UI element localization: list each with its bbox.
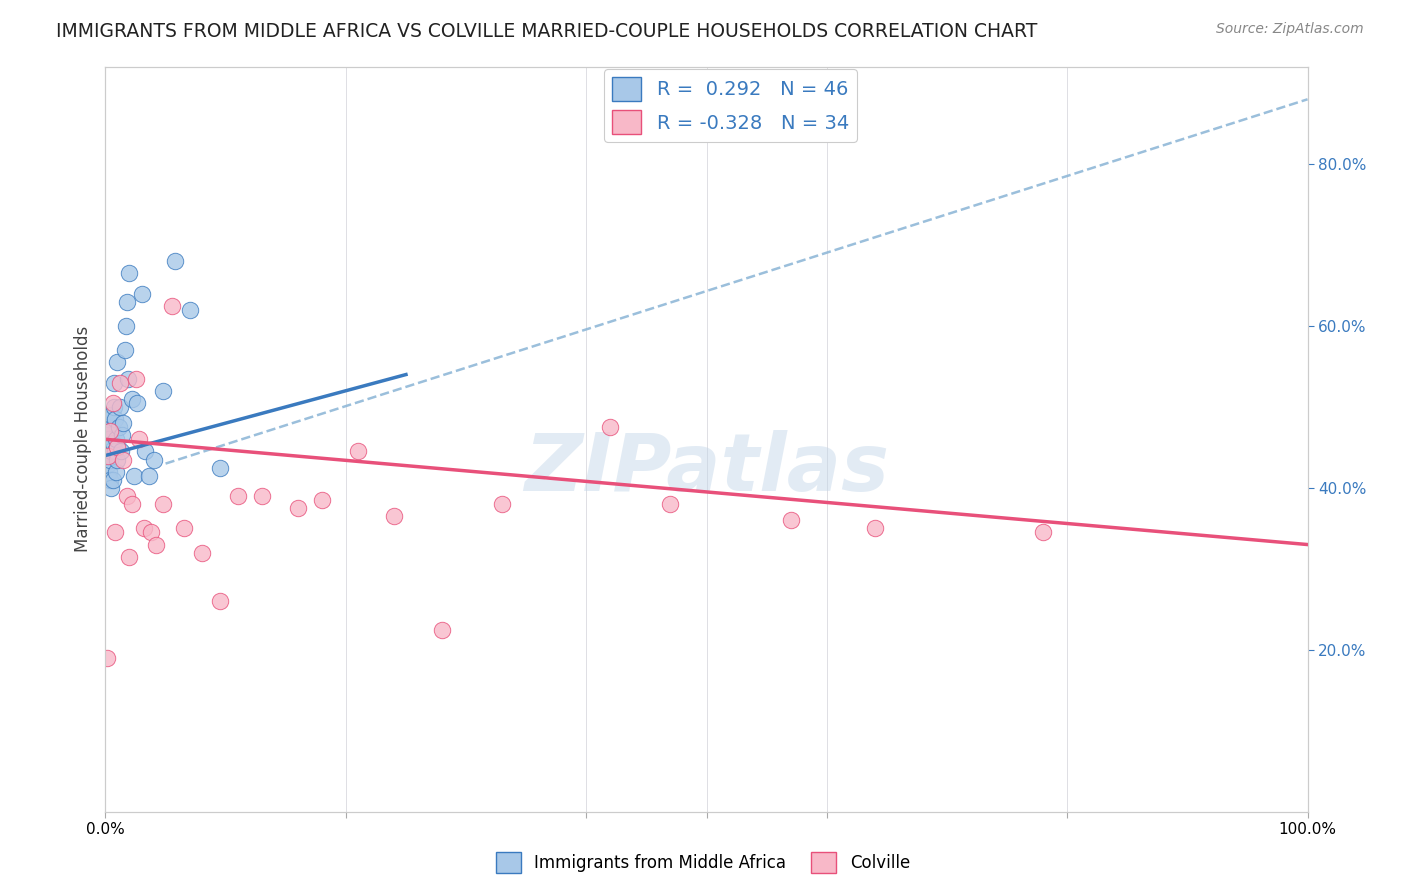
Text: Source: ZipAtlas.com: Source: ZipAtlas.com <box>1216 22 1364 37</box>
Point <box>107 452 129 467</box>
Point <box>121 497 143 511</box>
Point <box>103 376 125 390</box>
Point <box>117 371 139 385</box>
Point <box>112 416 135 430</box>
Legend: Immigrants from Middle Africa, Colville: Immigrants from Middle Africa, Colville <box>489 846 917 880</box>
Point <box>112 452 135 467</box>
Point <box>97 457 120 471</box>
Legend: R =  0.292   N = 46, R = -0.328   N = 34: R = 0.292 N = 46, R = -0.328 N = 34 <box>605 70 856 142</box>
Point <box>111 428 134 442</box>
Point <box>142 452 165 467</box>
Point <box>96 444 118 458</box>
Point <box>145 537 167 551</box>
Point <box>430 623 453 637</box>
Point <box>97 433 120 447</box>
Point <box>98 433 121 447</box>
Point <box>104 525 127 540</box>
Point <box>599 420 621 434</box>
Point <box>98 412 121 426</box>
Point <box>152 384 174 398</box>
Point <box>115 489 138 503</box>
Point <box>101 436 124 450</box>
Y-axis label: Married-couple Households: Married-couple Households <box>73 326 91 552</box>
Point <box>100 408 122 422</box>
Point <box>311 493 333 508</box>
Point <box>104 444 127 458</box>
Point <box>100 444 122 458</box>
Point <box>382 509 405 524</box>
Point <box>208 594 231 608</box>
Point <box>101 473 124 487</box>
Point <box>121 392 143 406</box>
Point <box>124 371 146 385</box>
Point <box>98 424 121 438</box>
Point <box>208 460 231 475</box>
Point <box>110 444 132 458</box>
Point <box>105 433 128 447</box>
Point <box>98 473 121 487</box>
Point <box>100 481 122 495</box>
Point <box>287 501 309 516</box>
Point <box>108 400 131 414</box>
Point <box>104 412 127 426</box>
Point <box>98 452 121 467</box>
Point <box>190 546 212 560</box>
Point <box>98 449 121 463</box>
Point <box>108 376 131 390</box>
Point <box>131 286 153 301</box>
Point <box>107 441 129 455</box>
Point <box>124 468 146 483</box>
Point <box>152 497 174 511</box>
Point <box>160 299 183 313</box>
Point <box>118 549 141 564</box>
Point <box>250 489 273 503</box>
Point <box>179 302 201 317</box>
Point <box>118 266 141 280</box>
Point <box>101 396 124 410</box>
Point <box>115 318 138 333</box>
Text: IMMIGRANTS FROM MIDDLE AFRICA VS COLVILLE MARRIED-COUPLE HOUSEHOLDS CORRELATION : IMMIGRANTS FROM MIDDLE AFRICA VS COLVILL… <box>56 22 1038 41</box>
Point <box>863 521 886 535</box>
Point <box>115 294 138 309</box>
Point <box>97 449 120 463</box>
Point <box>103 400 125 414</box>
Point <box>96 420 118 434</box>
Point <box>779 513 801 527</box>
Point <box>98 424 121 438</box>
Point <box>105 465 128 479</box>
Point <box>132 521 155 535</box>
Text: ZIPatlas: ZIPatlas <box>524 430 889 508</box>
Point <box>114 343 136 358</box>
Point <box>347 444 370 458</box>
Point <box>659 497 682 511</box>
Point <box>98 465 121 479</box>
Point <box>139 525 162 540</box>
Point <box>97 441 120 455</box>
Point <box>138 468 160 483</box>
Point <box>128 433 150 447</box>
Point <box>107 355 129 369</box>
Point <box>165 254 187 268</box>
Point <box>107 420 129 434</box>
Point <box>226 489 249 503</box>
Point <box>134 444 156 458</box>
Point <box>491 497 513 511</box>
Point <box>1032 525 1054 540</box>
Point <box>173 521 195 535</box>
Point <box>125 396 148 410</box>
Point <box>96 651 118 665</box>
